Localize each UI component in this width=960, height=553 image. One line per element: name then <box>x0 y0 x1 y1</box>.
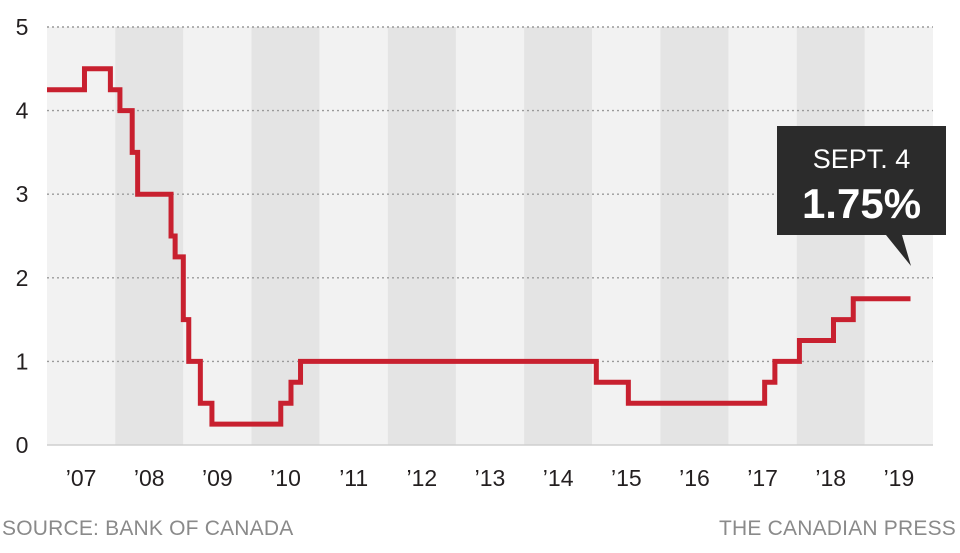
x-tick-label: ’10 <box>270 465 301 491</box>
year-band <box>47 27 116 445</box>
x-tick-label: ’13 <box>475 465 506 491</box>
y-tick-label: 1 <box>16 348 29 374</box>
x-tick-label: ’19 <box>884 465 915 491</box>
callout-date: SEPT. 4 <box>813 144 911 174</box>
y-tick-label: 2 <box>16 265 29 291</box>
x-tick-label: ’12 <box>406 465 437 491</box>
year-band <box>251 27 320 445</box>
x-tick-label: ’14 <box>543 465 574 491</box>
year-band <box>524 27 593 445</box>
year-bands <box>47 27 933 445</box>
x-tick-label: ’16 <box>679 465 710 491</box>
x-axis-ticks: ’07 ’08 ’09 ’10 ’11 ’12 ’13 ’14 ’15 ’16 ’17 ’18 ’19 <box>66 465 915 491</box>
publisher-credit: THE CANADIAN PRESS <box>719 517 956 540</box>
y-axis-ticks: 0 1 2 3 4 5 <box>16 14 29 458</box>
x-tick-label: ’08 <box>134 465 165 491</box>
year-band <box>660 27 729 445</box>
year-band <box>387 27 456 445</box>
year-band <box>592 27 661 445</box>
year-band <box>796 27 865 445</box>
y-tick-label: 0 <box>16 432 29 458</box>
rate-chart: 0 1 2 3 4 5 ’07 ’08 ’09 ’10 ’11 ’12 ’13 ’14 ’15 ’16 ’17… <box>16 14 946 491</box>
year-band <box>455 27 525 445</box>
x-tick-label: ’18 <box>815 465 846 491</box>
y-tick-label: 3 <box>16 181 29 207</box>
year-band <box>319 27 388 445</box>
callout-value: 1.75% <box>802 180 921 227</box>
y-tick-label: 5 <box>16 14 29 40</box>
year-band <box>183 27 252 445</box>
policy-rate-line <box>47 66 911 427</box>
callout-box <box>777 126 946 266</box>
series-layer <box>47 66 911 427</box>
x-tick-label: ’07 <box>66 465 97 491</box>
x-tick-label: ’09 <box>202 465 233 491</box>
y-tick-label: 4 <box>16 98 29 124</box>
source-credit: SOURCE: BANK OF CANADA <box>2 517 294 540</box>
x-tick-label: ’11 <box>339 465 368 491</box>
x-tick-label: ’17 <box>747 465 778 491</box>
gridlines <box>47 26 933 446</box>
year-band <box>728 27 797 445</box>
x-tick-label: ’15 <box>611 465 642 491</box>
rate-callout: SEPT. 4 1.75% <box>777 126 946 266</box>
